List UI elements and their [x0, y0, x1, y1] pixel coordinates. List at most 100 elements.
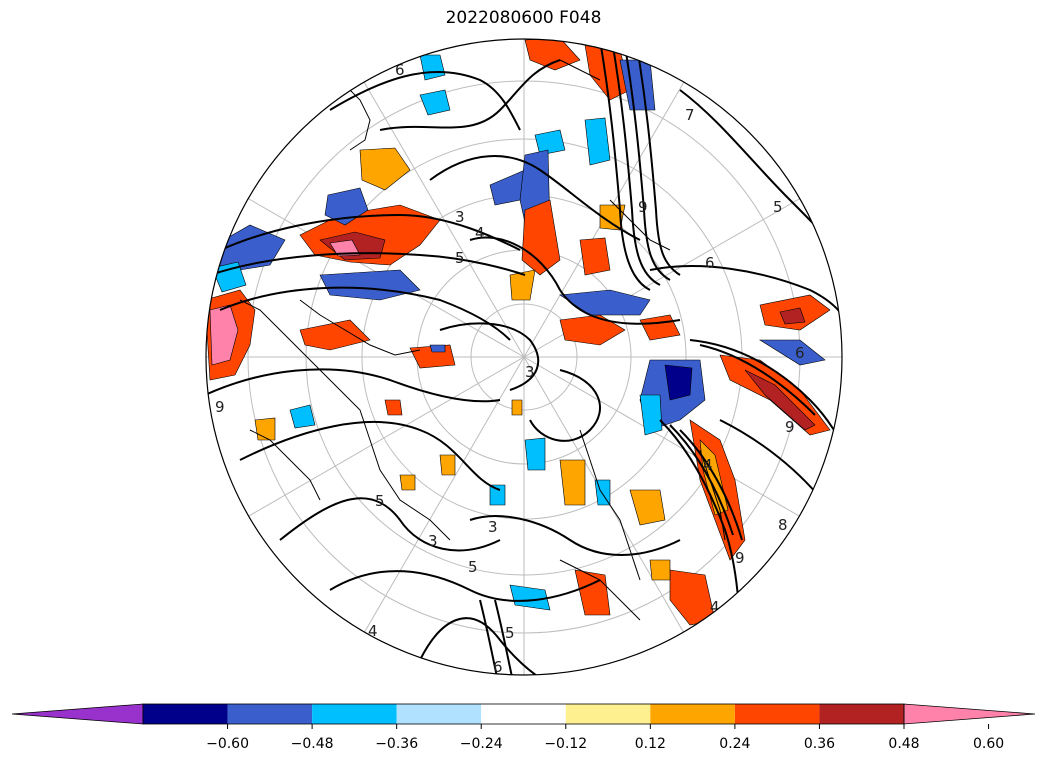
- contour-line: [209, 252, 526, 276]
- contour-label: 4: [368, 622, 378, 640]
- negative-anomaly: [639, 394, 663, 436]
- contour-label: 3: [455, 208, 465, 226]
- coastline: [579, 429, 641, 581]
- coastline: [249, 429, 321, 501]
- meridian: [523, 356, 807, 521]
- colorbar-segment: [312, 704, 397, 724]
- colorbar-tick-label: −0.48: [291, 736, 334, 752]
- contour-line: [329, 570, 601, 602]
- negative-anomaly: [489, 484, 506, 506]
- positive-anomaly: [299, 319, 371, 351]
- colorbar-segment: [396, 704, 482, 724]
- contour-line: [649, 265, 842, 321]
- negative-anomaly: [534, 129, 566, 156]
- coastline: [299, 299, 421, 356]
- filled-contours: [206, 39, 831, 626]
- negative-anomaly: [419, 89, 451, 116]
- contour-line: [419, 617, 561, 675]
- colorbar-tick-label: −0.24: [460, 736, 503, 752]
- positive-anomaly: [779, 307, 806, 325]
- contour-label: 5: [455, 249, 465, 267]
- contour-line: [429, 155, 641, 241]
- positive-anomaly: [509, 269, 536, 301]
- positive-anomaly: [384, 399, 403, 416]
- colorbar-segment: [143, 704, 228, 724]
- contour-label: 9: [638, 198, 648, 216]
- contour-line: [439, 322, 540, 391]
- negative-anomaly: [664, 364, 693, 401]
- contour-label: 8: [778, 516, 788, 534]
- contour-label: 3: [525, 363, 535, 381]
- colorbar-segment: [227, 704, 313, 724]
- contour-label: 4: [703, 456, 713, 474]
- contour-line: [379, 59, 561, 131]
- contour-label: 3: [428, 532, 438, 550]
- contour-label: 7: [685, 106, 695, 124]
- negative-anomaly: [509, 584, 551, 611]
- positive-anomaly: [329, 239, 361, 257]
- colorbar-extend-min: [11, 703, 144, 725]
- contour-label: 5: [773, 198, 783, 216]
- colorbar-segment: [819, 704, 904, 724]
- polar-map: 6 3 4 5 7 3 9 6 5 3 9 4 8 5 5 3 5 6 9 4 …: [205, 38, 843, 676]
- colorbar-segment: [650, 704, 735, 724]
- contour-label: 4: [475, 224, 485, 242]
- contour-label: 9: [215, 398, 225, 416]
- colorbar-extend-max: [903, 703, 1036, 725]
- plot-title: 2022080600 F048: [445, 8, 602, 28]
- negative-anomaly: [289, 404, 316, 429]
- contour-label: 5: [375, 492, 385, 510]
- contour-label: 9: [785, 418, 795, 436]
- contour-line: [239, 420, 501, 491]
- coastline: [699, 449, 726, 541]
- contour-label: 5: [505, 624, 515, 642]
- contour-label: 6: [493, 658, 503, 676]
- colorbar-frame: [142, 703, 905, 725]
- contour-line: [623, 39, 671, 281]
- contour-line: [611, 39, 661, 286]
- colorbar-tick-label: −0.12: [544, 736, 587, 752]
- coastlines: [239, 59, 726, 621]
- contour-line: [635, 39, 681, 276]
- positive-anomaly: [579, 237, 611, 276]
- colorbar-segment: [565, 704, 651, 724]
- colorbar-tick-label: 0.24: [719, 736, 750, 752]
- coastline: [609, 199, 671, 251]
- contour-line: [679, 429, 743, 541]
- coastline: [559, 59, 601, 81]
- negative-anomaly: [211, 261, 247, 293]
- contour-line: [219, 286, 511, 341]
- contour-label: 6: [395, 61, 405, 79]
- positive-anomaly: [629, 489, 666, 526]
- positive-anomaly: [511, 399, 523, 416]
- positive-anomaly: [599, 204, 626, 231]
- negative-anomaly: [584, 117, 611, 166]
- colorbar-tick-label: 0.48: [888, 736, 919, 752]
- coastline: [559, 559, 641, 621]
- positive-anomaly: [524, 39, 581, 71]
- contour-labels: 6 3 4 5 7 3 9 6 5 3 9 4 8 5 5 3 5 6 9 4 …: [215, 61, 805, 676]
- negative-anomaly: [419, 54, 446, 81]
- positive-anomaly: [359, 147, 411, 191]
- contour-label: 3: [488, 518, 498, 536]
- contour-line: [599, 39, 651, 291]
- meridian: [241, 356, 525, 521]
- negative-anomaly: [758, 339, 826, 366]
- positive-anomaly: [521, 199, 561, 276]
- contour-line: [699, 344, 816, 416]
- contour-label: 6: [795, 344, 805, 362]
- colorbar-tick-label: −0.36: [375, 736, 418, 752]
- colorbar-segment: [734, 704, 820, 724]
- contour-line: [479, 599, 501, 675]
- contour-line: [206, 368, 501, 403]
- positive-anomaly: [399, 474, 416, 491]
- contour-line: [494, 599, 516, 675]
- contour-label: 6: [705, 254, 715, 272]
- colorbar-tick-label: −0.60: [206, 736, 249, 752]
- coastline: [339, 79, 371, 151]
- map-boundary: [205, 38, 843, 676]
- coastline: [239, 299, 451, 541]
- negative-anomaly: [524, 437, 546, 471]
- contour-label: 5: [468, 558, 478, 576]
- negative-anomaly: [319, 269, 421, 301]
